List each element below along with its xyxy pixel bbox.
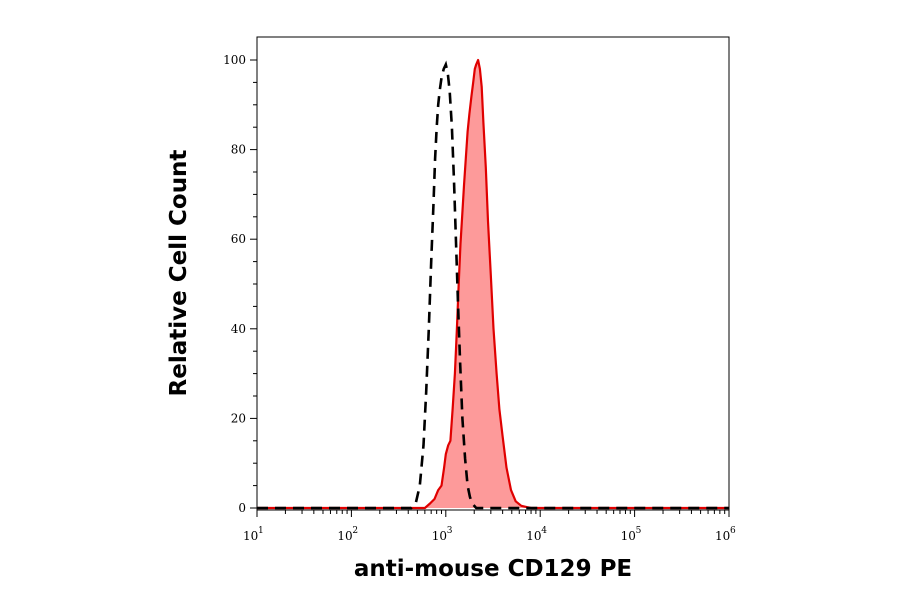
x-tick-exponent: 1: [258, 526, 264, 536]
y-tick-label: 60: [231, 232, 246, 246]
y-tick-label: 20: [231, 411, 246, 425]
y-axis-title: Relative Cell Count: [166, 150, 192, 397]
x-tick-exponent: 5: [636, 526, 642, 536]
x-tick-label: 10: [337, 529, 352, 543]
x-axis-title: anti-mouse CD129 PE: [354, 556, 632, 582]
x-tick-label: 10: [621, 529, 636, 543]
y-tick-label: 80: [231, 143, 246, 157]
x-tick-exponent: 6: [730, 526, 736, 536]
control-histogram-line: [257, 60, 729, 510]
sample-histogram-line: [257, 58, 729, 510]
x-tick-label: 10: [243, 529, 258, 543]
y-axis-ticks: 0 20 40 60 80 100: [223, 53, 257, 515]
sample-histogram-fill: [257, 60, 729, 508]
y-tick-label: 0: [238, 501, 246, 515]
x-tick-exponent: 4: [541, 526, 547, 536]
y-tick-label: 100: [223, 53, 246, 67]
x-tick-exponent: 2: [352, 526, 358, 536]
x-tick-exponent: 3: [447, 526, 453, 536]
series-layer: [257, 58, 729, 510]
y-tick-label: 40: [231, 322, 246, 336]
x-tick-label: 10: [432, 529, 447, 543]
x-axis-ticks: 10 1 10 2 10 3 10 4 10 5 10 6: [243, 510, 736, 543]
x-tick-label: 10: [715, 529, 730, 543]
x-tick-label: 10: [526, 529, 541, 543]
